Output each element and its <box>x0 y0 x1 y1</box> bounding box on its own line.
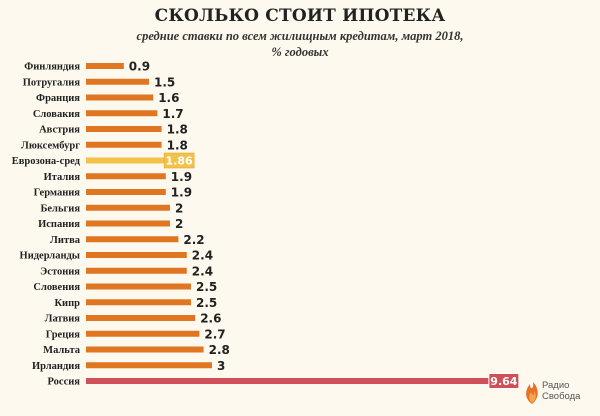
bar <box>86 346 204 353</box>
category-label: Бельгия <box>40 203 80 214</box>
bar <box>86 126 162 132</box>
bar <box>86 78 149 85</box>
value-label: 2.5 <box>196 296 217 310</box>
value-label: 1.6 <box>158 91 179 105</box>
category-label: Словакия <box>33 109 80 120</box>
bar <box>86 283 191 290</box>
value-label: 2 <box>175 201 183 215</box>
value-label: 1.8 <box>167 138 188 152</box>
category-label: Люксембург <box>21 140 80 151</box>
bar <box>86 173 166 180</box>
value-label: 1.8 <box>167 123 188 137</box>
category-label: Испания <box>38 219 80 230</box>
value-label: 1.86 <box>166 155 193 168</box>
value-label: 2.7 <box>204 327 225 341</box>
category-label: Франция <box>36 93 80 104</box>
chart-subtitle: средние ставки по всем жилищным кредитам… <box>0 28 600 60</box>
value-label: 2.4 <box>192 249 213 263</box>
bar <box>86 157 165 164</box>
category-label: Австрия <box>39 125 80 136</box>
value-label: 2 <box>175 217 183 231</box>
category-label: Эстония <box>40 266 80 277</box>
value-label: 2.2 <box>183 233 204 247</box>
bar <box>86 378 491 384</box>
category-label: Ирландия <box>32 361 80 372</box>
logo-text: Радио Свобода <box>542 380 580 402</box>
category-label: Словения <box>33 282 80 293</box>
bar <box>86 330 200 337</box>
bar <box>86 63 124 69</box>
category-label: Германия <box>34 188 81 199</box>
value-label: 9.64 <box>490 375 517 388</box>
category-label: Еврозона-сред <box>12 156 81 167</box>
bar <box>86 141 162 148</box>
bar <box>86 220 170 227</box>
bar <box>86 204 170 211</box>
value-label: 2.4 <box>192 264 213 278</box>
value-label: 1.7 <box>162 107 183 121</box>
radio-svoboda-logo: Радио Свобода <box>522 370 598 412</box>
category-label: Греция <box>46 329 81 340</box>
bar <box>86 299 191 306</box>
flame-icon <box>526 382 538 404</box>
value-label-box <box>163 152 195 169</box>
value-label: 2.5 <box>196 280 217 294</box>
value-label: 2.6 <box>200 312 221 326</box>
value-label: 1.5 <box>154 75 175 89</box>
chart-title: СКОЛЬКО СТОИТ ИПОТЕКА <box>154 6 446 26</box>
category-label: Нидерланды <box>20 251 80 262</box>
bar <box>86 315 196 321</box>
value-label: 3 <box>217 359 225 373</box>
bar <box>86 94 154 101</box>
bar <box>86 189 166 195</box>
bar <box>86 362 212 369</box>
category-label: Финляндия <box>24 62 80 73</box>
logo-line-2: Свобода <box>542 391 581 402</box>
logo-line-1: Радио <box>542 380 570 391</box>
category-label: Потругалия <box>23 77 81 88</box>
bar <box>86 236 179 243</box>
value-label: 1.9 <box>171 186 192 200</box>
bar <box>86 110 158 117</box>
subtitle-line-2: % годовых <box>271 45 329 59</box>
value-label: 0.9 <box>129 60 150 74</box>
category-label: Италия <box>44 172 81 183</box>
category-label: Латвия <box>45 314 81 325</box>
value-label: 1.9 <box>171 170 192 184</box>
subtitle-line-1: средние ставки по всем жилищным кредитам… <box>136 29 464 43</box>
category-label: Кипр <box>54 298 80 309</box>
bar <box>86 252 187 258</box>
category-label: Россия <box>48 377 81 388</box>
category-label: Мальта <box>43 345 81 356</box>
bar <box>86 267 187 274</box>
value-label-box <box>488 373 520 389</box>
value-label: 2.8 <box>209 343 230 357</box>
category-label: Литва <box>50 235 81 246</box>
